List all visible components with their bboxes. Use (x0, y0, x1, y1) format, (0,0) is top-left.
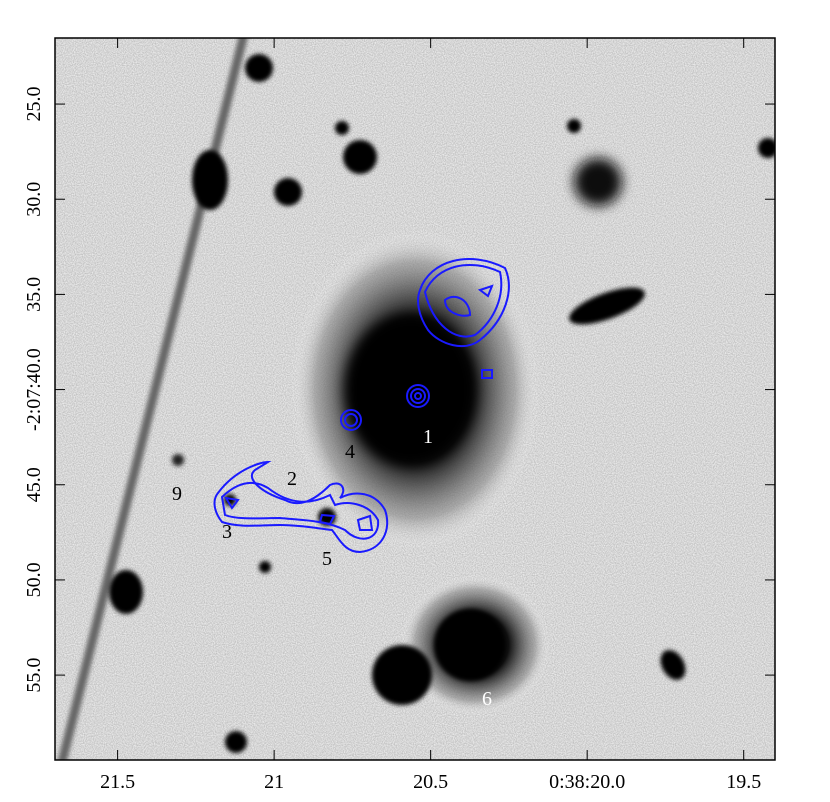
sky-image (55, 38, 775, 760)
source-label: 1 (423, 426, 433, 448)
source-label: 6 (482, 688, 492, 710)
x-tick-label: 20.5 (413, 771, 448, 793)
plot-frame (54, 37, 776, 761)
x-tick-label: 19.5 (726, 771, 761, 793)
contours (213, 258, 510, 554)
y-tick-label: 25.0 (23, 87, 45, 122)
source-label: 9 (172, 483, 182, 505)
y-tick-label: 45.0 (23, 467, 45, 502)
y-tick-label: 55.0 (23, 658, 45, 693)
source-label: 2 (287, 468, 297, 490)
x-tick-label: 0:38:20.0 (549, 771, 625, 793)
x-tick-label: 21.5 (100, 771, 135, 793)
source-label: 3 (222, 521, 232, 543)
source-label: 5 (322, 548, 332, 570)
x-tick-label: 21 (264, 771, 284, 793)
y-tick-label: 50.0 (23, 562, 45, 597)
y-tick-label: 30.0 (23, 182, 45, 217)
y-tick-label: -2:07:40.0 (23, 348, 45, 431)
y-tick-label: 35.0 (23, 277, 45, 312)
source-label: 4 (345, 441, 355, 463)
